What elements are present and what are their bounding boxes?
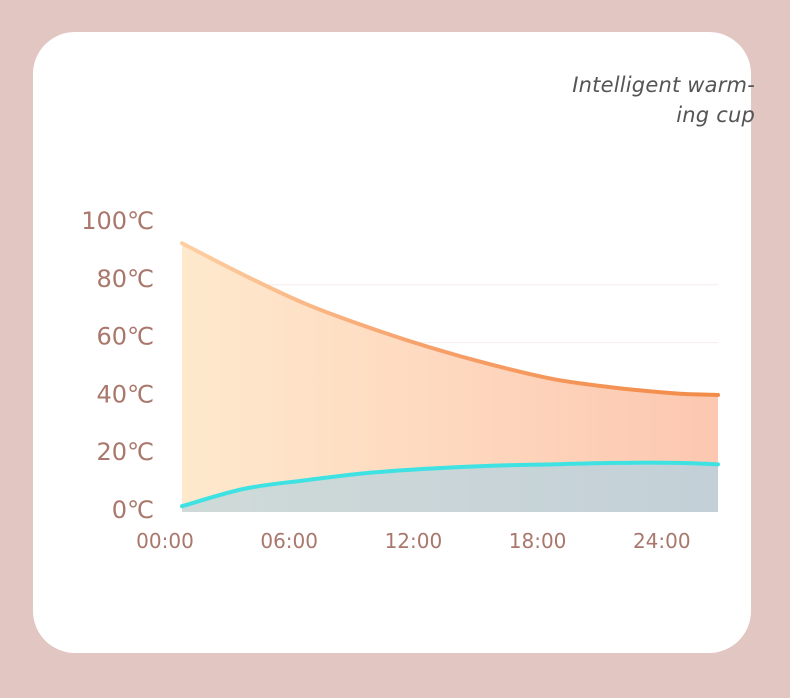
x-tick-label: 06:00 [260,529,318,553]
x-tick-label: 12:00 [385,529,443,553]
y-tick-label: 20℃ [97,438,155,466]
plot-lines [180,241,720,509]
lower-series-area [182,462,718,512]
y-tick-label: 100℃ [81,207,154,235]
y-tick-label: 40℃ [97,380,155,408]
y-tick-label: 0℃ [112,496,154,524]
y-tick-label: 80℃ [97,265,155,293]
upper-series-area [182,243,718,513]
x-tick-label: 18:00 [509,529,567,553]
x-tick-label: 00:00 [136,529,194,553]
upper-series-line [180,241,720,397]
chart-title: Intelligent warm- ing cup [515,70,755,130]
y-axis-ticks: 0℃ 20℃ 40℃ 60℃ 80℃ 100℃ [81,207,154,524]
x-axis-ticks: 00:00 06:00 12:00 18:00 24:00 [136,529,690,553]
chart-title-line-2: ing cup [676,103,755,127]
plot-areas [182,243,718,513]
chart-title-line-1: Intelligent warm- [572,73,755,97]
x-tick-label: 24:00 [633,529,691,553]
y-tick-label: 60℃ [97,323,155,351]
lower-series-line [180,460,720,509]
